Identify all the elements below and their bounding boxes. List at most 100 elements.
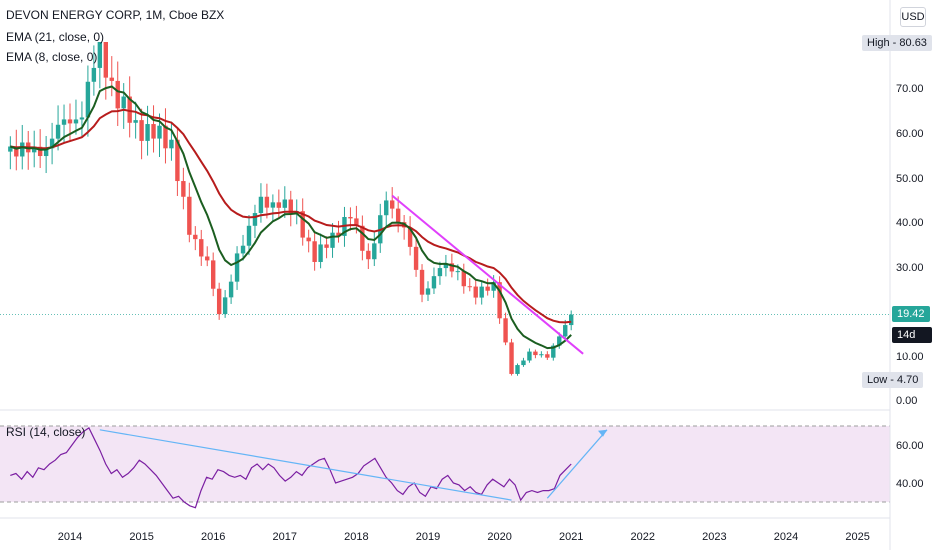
candle[interactable] [563,325,568,337]
candle[interactable] [228,281,234,298]
candle[interactable] [139,120,144,141]
candle[interactable] [222,297,228,315]
candle[interactable] [234,253,240,282]
candle[interactable] [32,146,37,153]
currency-button[interactable]: USD [900,7,926,27]
candle[interactable] [252,213,258,226]
rsi-divergence-line[interactable] [99,429,512,501]
candle[interactable] [199,239,204,257]
candle[interactable] [240,245,246,254]
candle[interactable] [354,218,359,226]
candle[interactable] [115,80,120,109]
candle[interactable] [539,354,544,356]
candle[interactable] [20,142,25,157]
candle[interactable] [151,124,156,139]
candle[interactable] [8,146,13,152]
candle[interactable] [407,227,413,247]
candle[interactable] [246,225,252,246]
candle[interactable] [419,269,425,295]
candle[interactable] [169,139,174,149]
candle[interactable] [109,77,114,81]
price-pane[interactable] [0,42,890,376]
candle[interactable] [61,119,67,125]
candle[interactable] [73,119,79,124]
candle[interactable] [467,286,472,288]
candle[interactable] [205,256,210,261]
candle[interactable] [503,318,508,343]
candle[interactable] [49,138,55,149]
candle[interactable] [551,345,556,358]
candle[interactable] [306,237,311,242]
candle[interactable] [67,119,73,124]
candle[interactable] [455,271,461,273]
candle[interactable] [324,244,329,248]
candle[interactable] [216,288,222,315]
rsi-divergence-line[interactable] [546,429,608,499]
candle[interactable] [312,241,317,262]
candle[interactable] [211,260,216,289]
candle[interactable] [43,148,49,157]
candle[interactable] [300,211,305,238]
time-tick-label: 2020 [487,531,511,543]
candle[interactable] [145,124,150,141]
candle[interactable] [97,42,103,68]
candle[interactable] [276,202,282,208]
price-tick-label: 40.00 [896,217,924,229]
candle[interactable] [55,124,61,139]
candle[interactable] [79,117,85,120]
candle[interactable] [366,250,371,260]
time-tick-label: 2017 [273,531,297,543]
candle[interactable] [163,125,168,149]
candle[interactable] [431,276,437,289]
candle[interactable] [258,196,264,214]
candle[interactable] [509,342,514,374]
candle[interactable] [557,336,562,346]
candle[interactable] [479,286,484,298]
candle[interactable] [569,314,574,326]
candle[interactable] [521,360,526,366]
candle[interactable] [449,263,455,272]
candle[interactable] [437,268,443,277]
candle[interactable] [288,199,293,214]
candle[interactable] [485,286,490,291]
candle[interactable] [175,139,180,182]
candle[interactable] [91,67,97,82]
candle[interactable] [270,202,276,208]
candle[interactable] [14,146,19,157]
candle[interactable] [193,234,198,240]
candle[interactable] [545,354,550,358]
candle[interactable] [360,225,365,251]
candle[interactable] [461,271,466,287]
candle[interactable] [157,125,162,139]
candle[interactable] [187,196,192,235]
candle[interactable] [121,96,126,109]
candle[interactable] [443,263,449,269]
candle[interactable] [497,282,502,319]
candle[interactable] [372,243,377,260]
candle[interactable] [127,96,132,123]
candle[interactable] [413,246,419,270]
candle[interactable] [181,181,186,197]
candle[interactable] [133,120,138,123]
candle[interactable] [264,196,270,208]
candle[interactable] [37,146,43,157]
trendline[interactable] [391,194,584,355]
candle[interactable] [473,286,478,298]
candle[interactable] [515,365,520,374]
candle[interactable] [384,200,389,216]
candle[interactable] [330,232,335,248]
candle[interactable] [318,244,323,262]
candle[interactable] [491,282,496,291]
candle[interactable] [425,288,431,295]
rsi-pane[interactable] [0,425,890,509]
candle[interactable] [533,351,538,356]
candle[interactable] [336,232,341,236]
candle[interactable] [103,42,108,78]
candle[interactable] [85,81,91,118]
candle[interactable] [390,200,395,209]
candle[interactable] [348,216,353,219]
candle[interactable] [527,351,532,361]
candle[interactable] [282,199,287,208]
candle[interactable] [395,208,401,223]
